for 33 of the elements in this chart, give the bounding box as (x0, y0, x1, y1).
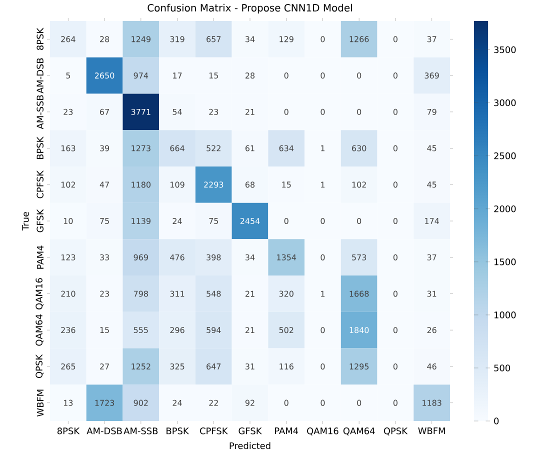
x-tick-label: 8PSK (57, 428, 80, 434)
y-tick-label: BPSK (36, 136, 44, 159)
y-tick-label: PAM4 (36, 246, 44, 269)
color-bar-label: 3000 (494, 99, 516, 106)
color-bar-label: 2000 (494, 205, 516, 212)
color-bar-label: 0 (494, 418, 499, 424)
y-tick-label: QAM64 (36, 314, 44, 346)
color-bar-label: 500 (494, 364, 510, 372)
y-tick-label: AM-DSB (36, 58, 44, 94)
x-tick-label: PAM4 (275, 428, 298, 434)
x-tick-label: QAM64 (343, 428, 375, 436)
y-tick-label: AM-SSB (36, 95, 44, 130)
color-bar-label: 1000 (494, 312, 516, 318)
y-tick-label: 8PSK (36, 28, 44, 50)
chart-title: Confusion Matrix - Propose CNN1D Model (148, 4, 352, 14)
x-tick-label: GFSK (238, 428, 262, 434)
x-tick-label: BPSK (166, 428, 190, 434)
x-tick-label: CPFSK (200, 428, 228, 434)
x-tick-label: WBFM (418, 428, 445, 434)
x-tick-label: QAM16 (307, 428, 338, 436)
x-tick-label: AM-SSB (124, 428, 158, 434)
y-tick-label: CPFSK (36, 170, 44, 198)
y-tick-label: GFSK (36, 209, 44, 232)
y-tick-label: WBFM (36, 390, 44, 416)
color-bar-label: 1500 (494, 258, 516, 266)
color-bar-label: 2500 (494, 152, 516, 160)
color-bar-label: 3500 (494, 46, 516, 54)
y-tick-label: QAM16 (36, 278, 44, 310)
x-axis-title: Predicted (230, 442, 270, 450)
x-tick-label: QPSK (384, 428, 408, 436)
x-tick-label: AM-DSB (86, 428, 122, 434)
y-tick-label: QPSK (36, 354, 44, 378)
y-axis-title: True (22, 212, 29, 231)
